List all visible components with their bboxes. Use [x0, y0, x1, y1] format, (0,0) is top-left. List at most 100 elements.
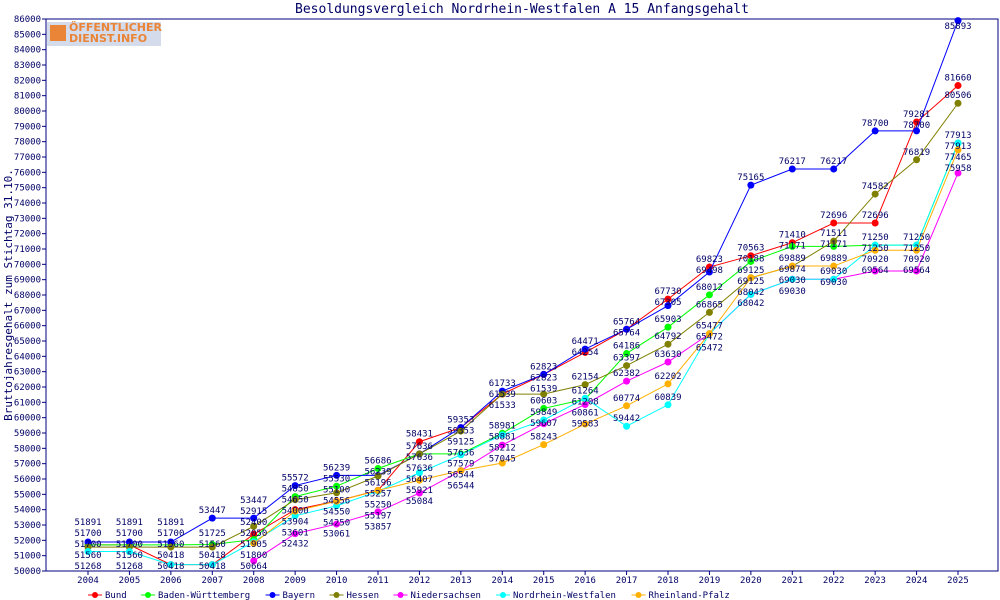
data-label: 69125	[737, 266, 764, 276]
data-point	[623, 325, 631, 333]
data-point	[374, 487, 382, 494]
x-tick-label: 2018	[657, 576, 679, 586]
data-point	[705, 330, 713, 338]
data-label: 51700	[116, 540, 143, 550]
data-label: 61264	[572, 386, 599, 396]
data-point	[333, 471, 341, 479]
data-label: 58981	[489, 421, 516, 431]
data-point	[623, 377, 631, 385]
series-line-Bund	[88, 85, 959, 566]
data-point	[788, 275, 796, 283]
data-label: 53447	[240, 496, 267, 506]
y-tick-label: 84000	[14, 46, 41, 56]
y-tick-label: 68000	[14, 291, 41, 301]
x-tick-label: 2016	[574, 576, 596, 586]
data-point	[830, 275, 838, 283]
data-point	[167, 538, 175, 546]
data-label: 62823	[530, 362, 557, 372]
data-label: 69030	[820, 278, 847, 288]
data-point	[913, 267, 921, 275]
data-label: 53904	[282, 518, 309, 528]
y-tick-label: 66000	[14, 322, 41, 332]
data-point	[581, 420, 589, 428]
data-label: 54850	[282, 485, 309, 495]
data-point	[830, 237, 838, 245]
data-label: 71511	[820, 229, 847, 239]
data-label: 56239	[323, 463, 350, 473]
data-point	[291, 507, 299, 515]
data-label: 50418	[199, 562, 226, 572]
data-point	[954, 17, 962, 25]
data-label: 65472	[696, 333, 723, 343]
data-label: 52432	[282, 540, 309, 550]
data-label: 62823	[530, 373, 557, 383]
data-point	[664, 295, 672, 303]
data-label: 54000	[282, 507, 309, 517]
data-label: 56544	[447, 482, 474, 492]
data-label: 60861	[572, 408, 599, 418]
data-label: 51700	[74, 529, 101, 539]
data-label: 61539	[489, 390, 516, 400]
data-label: 51891	[116, 518, 143, 528]
data-point	[540, 441, 548, 449]
data-label: 56196	[364, 478, 391, 488]
data-label: 56544	[447, 471, 474, 481]
data-point	[415, 438, 423, 446]
y-tick-label: 85000	[14, 30, 41, 40]
data-point	[664, 323, 672, 331]
data-point	[333, 497, 341, 505]
data-point	[581, 394, 589, 402]
data-label: 71250	[903, 233, 930, 243]
data-label: 65472	[696, 344, 723, 354]
y-tick-label: 64000	[14, 352, 41, 362]
data-point	[954, 169, 962, 177]
data-point	[415, 469, 423, 477]
data-point	[788, 165, 796, 173]
data-label: 81660	[944, 74, 971, 84]
data-label: 65764	[613, 328, 640, 338]
data-label: 51268	[74, 562, 101, 572]
legend-label: Bayern	[283, 591, 316, 600]
data-label: 64254	[572, 348, 599, 358]
data-label: 59125	[447, 438, 474, 448]
series-line-Bayern	[88, 20, 959, 543]
y-tick-label: 77000	[14, 153, 41, 163]
data-label: 76819	[903, 148, 930, 158]
data-label: 67305	[654, 298, 681, 308]
data-label: 55197	[364, 511, 391, 521]
series-line-Hessen	[88, 102, 959, 548]
data-label: 57636	[406, 464, 433, 474]
data-point	[208, 561, 216, 569]
data-point	[788, 242, 796, 250]
data-point	[830, 242, 838, 250]
legend-marker	[500, 592, 506, 598]
data-label: 59849	[530, 408, 557, 418]
data-label: 53857	[364, 522, 391, 532]
data-label: 59607	[530, 419, 557, 429]
data-label: 69498	[696, 266, 723, 276]
legend-marker	[635, 592, 642, 598]
y-tick-label: 51000	[14, 552, 41, 562]
x-tick-label: 2005	[119, 576, 141, 586]
data-label: 61208	[572, 397, 599, 407]
data-point	[84, 548, 92, 556]
data-label: 51560	[157, 540, 184, 550]
data-label: 62382	[613, 369, 640, 379]
data-point	[208, 514, 216, 522]
y-tick-label: 79000	[14, 122, 41, 132]
data-label: 53601	[282, 529, 309, 539]
y-tick-label: 72000	[14, 230, 41, 240]
x-tick-label: 2021	[781, 576, 803, 586]
data-point	[208, 543, 216, 551]
data-point	[498, 431, 506, 439]
data-label: 65903	[654, 315, 681, 325]
data-point	[540, 416, 548, 424]
data-label: 55084	[406, 497, 433, 507]
data-label: 69889	[820, 254, 847, 264]
data-point	[747, 181, 755, 189]
data-point	[664, 340, 672, 348]
data-label: 50664	[240, 562, 267, 572]
data-point	[250, 522, 258, 530]
y-tick-label: 67000	[14, 306, 41, 316]
